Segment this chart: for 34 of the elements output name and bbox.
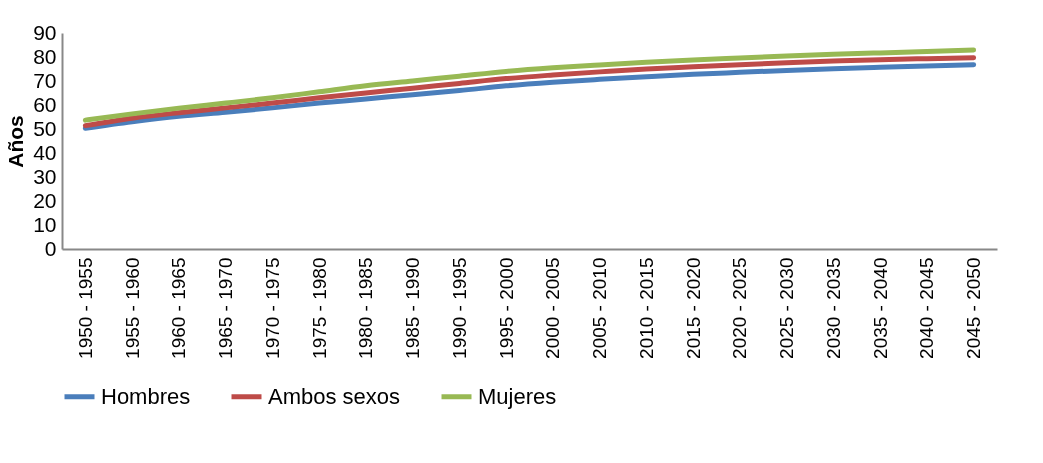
x-tick-label: 1975 - 1980 <box>308 257 330 359</box>
x-tick-label: 2005 - 2010 <box>589 257 611 359</box>
x-tick-label: 2030 - 2035 <box>822 257 844 359</box>
x-tick-label: 2015 - 2020 <box>682 257 704 359</box>
y-tick-label: 50 <box>33 116 57 140</box>
y-tick-label: 90 <box>33 20 57 44</box>
x-tick-label: 2025 - 2030 <box>776 257 798 359</box>
x-tick-label: 2000 - 2005 <box>542 257 564 359</box>
y-tick-label: 80 <box>33 44 57 68</box>
x-tick-label: 1965 - 1970 <box>215 257 237 359</box>
x-tick-label: 1970 - 1975 <box>261 257 283 359</box>
y-tick-label: 70 <box>33 68 57 92</box>
x-tick-label: 1960 - 1965 <box>168 257 190 359</box>
x-tick-label: 2035 - 2040 <box>869 257 891 359</box>
x-tick-label: 1955 - 1960 <box>121 257 143 359</box>
legend-label: Mujeres <box>478 383 557 409</box>
x-tick-label: 2045 - 2050 <box>963 257 985 359</box>
y-tick-label: 10 <box>33 212 57 236</box>
y-tick-label: 0 <box>44 236 57 260</box>
legend-label: Hombres <box>101 383 191 409</box>
x-tick-label: 1995 - 2000 <box>495 257 517 359</box>
y-tick-label: 60 <box>33 92 57 116</box>
x-tick-label: 2010 - 2015 <box>635 257 657 359</box>
y-tick-label: 20 <box>33 188 57 212</box>
y-tick-label: 40 <box>33 140 57 164</box>
y-tick-label: 30 <box>33 164 57 188</box>
legend-label: Ambos sexos <box>268 383 401 409</box>
x-tick-label: 1980 - 1985 <box>355 257 377 359</box>
x-tick-label: 1950 - 1955 <box>74 257 96 359</box>
x-tick-label: 1990 - 1995 <box>448 257 470 359</box>
x-tick-label: 2040 - 2045 <box>916 257 938 359</box>
y-axis-title: Años <box>4 115 28 168</box>
x-tick-label: 2020 - 2025 <box>729 257 751 359</box>
x-tick-label: 1985 - 1990 <box>402 257 424 359</box>
